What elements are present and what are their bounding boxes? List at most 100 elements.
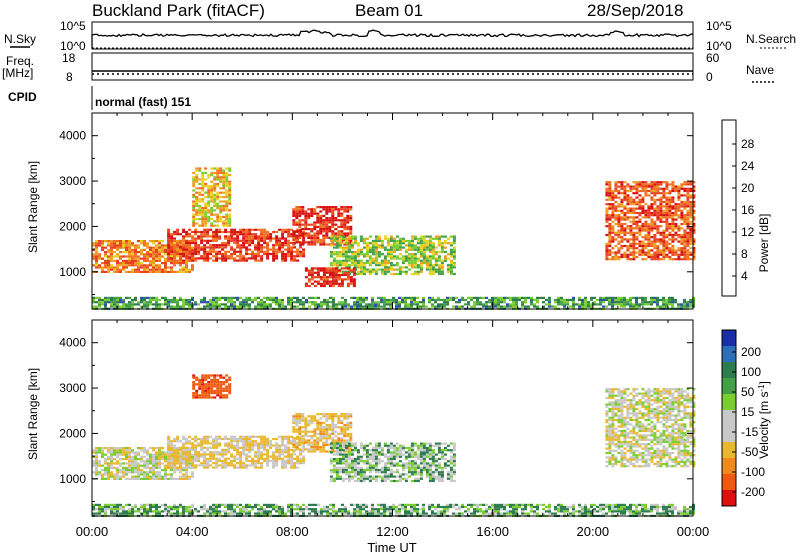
data-cell <box>164 268 167 271</box>
data-cell <box>325 276 329 279</box>
data-cell <box>230 246 234 249</box>
data-cell <box>236 296 239 299</box>
data-cell <box>683 236 687 239</box>
data-cell <box>608 233 612 237</box>
data-cell <box>219 211 223 214</box>
data-cell <box>497 512 500 515</box>
data-cell <box>335 510 338 513</box>
data-cell <box>319 230 323 233</box>
data-cell <box>116 255 119 258</box>
data-cell <box>137 477 140 480</box>
data-cell <box>104 262 107 265</box>
data-cell <box>222 176 226 179</box>
data-cell <box>134 510 137 513</box>
data-cell <box>563 508 566 511</box>
data-cell <box>548 510 551 513</box>
data-cell <box>107 262 110 265</box>
data-cell <box>512 512 515 515</box>
data-cell <box>98 508 101 511</box>
data-cell <box>557 510 560 513</box>
data-cell <box>119 240 122 243</box>
data-cell <box>278 246 282 249</box>
data-cell <box>641 301 644 304</box>
data-cell <box>527 503 530 506</box>
data-cell <box>221 503 224 506</box>
data-cell <box>383 503 386 506</box>
data-cell <box>656 505 659 509</box>
data-cell <box>245 505 248 509</box>
data-cell <box>632 242 636 245</box>
data-cell <box>629 508 632 511</box>
data-cell <box>323 303 326 306</box>
data-cell <box>242 233 246 236</box>
data-cell <box>314 303 317 306</box>
data-cell <box>422 253 426 256</box>
data-cell <box>219 167 223 170</box>
data-cell <box>201 220 205 223</box>
data-cell <box>515 505 518 509</box>
data-cell <box>269 505 272 509</box>
data-cell <box>287 228 291 231</box>
data-cell <box>287 303 290 306</box>
data-cell <box>557 505 560 509</box>
data-cell <box>167 305 170 308</box>
data-cell <box>410 503 413 506</box>
data-cell <box>548 512 551 515</box>
data-cell <box>668 222 672 226</box>
data-cell <box>641 510 644 513</box>
data-cell <box>224 305 227 308</box>
data-cell <box>152 473 155 476</box>
data-cell <box>629 512 632 515</box>
data-cell <box>310 267 314 270</box>
data-cell <box>155 259 158 262</box>
data-cell <box>216 202 220 205</box>
data-cell <box>299 255 303 258</box>
data-cell <box>298 208 302 211</box>
data-cell <box>201 174 205 177</box>
data-cell <box>221 252 225 256</box>
data-cell <box>629 187 633 190</box>
data-cell <box>353 264 357 267</box>
data-cell <box>689 298 692 302</box>
data-cell <box>629 303 632 306</box>
data-cell <box>671 187 675 190</box>
data-cell <box>386 261 390 265</box>
data-cell <box>260 512 263 515</box>
data-cell <box>335 244 339 247</box>
data-cell <box>176 305 179 308</box>
data-cell <box>611 192 615 195</box>
data-cell <box>665 209 669 212</box>
data-cell <box>686 194 690 197</box>
data-cell <box>170 266 173 269</box>
data-cell <box>155 257 158 260</box>
data-cell <box>419 248 423 251</box>
data-cell <box>260 237 264 240</box>
data-cell <box>401 257 405 260</box>
data-cell <box>419 305 422 308</box>
data-cell <box>179 305 182 308</box>
data-cell <box>605 298 608 302</box>
data-cell <box>626 258 630 261</box>
data-cell <box>182 252 186 256</box>
data-cell <box>389 246 393 249</box>
data-cell <box>656 185 660 188</box>
data-cell <box>146 453 149 456</box>
data-cell <box>629 200 633 204</box>
data-cell <box>340 278 344 281</box>
data-cell <box>620 253 624 256</box>
data-cell <box>665 303 668 306</box>
data-cell <box>198 178 202 181</box>
data-cell <box>192 178 196 181</box>
data-cell <box>572 301 575 304</box>
data-cell <box>644 203 648 206</box>
data-cell <box>92 298 95 302</box>
data-cell <box>251 237 255 240</box>
data-cell <box>191 241 195 245</box>
data-cell <box>485 510 488 513</box>
data-cell <box>310 230 314 233</box>
data-cell <box>587 301 590 304</box>
data-cell <box>113 453 116 456</box>
data-cell <box>671 303 674 306</box>
data-cell <box>257 503 260 506</box>
data-cell <box>680 187 684 190</box>
